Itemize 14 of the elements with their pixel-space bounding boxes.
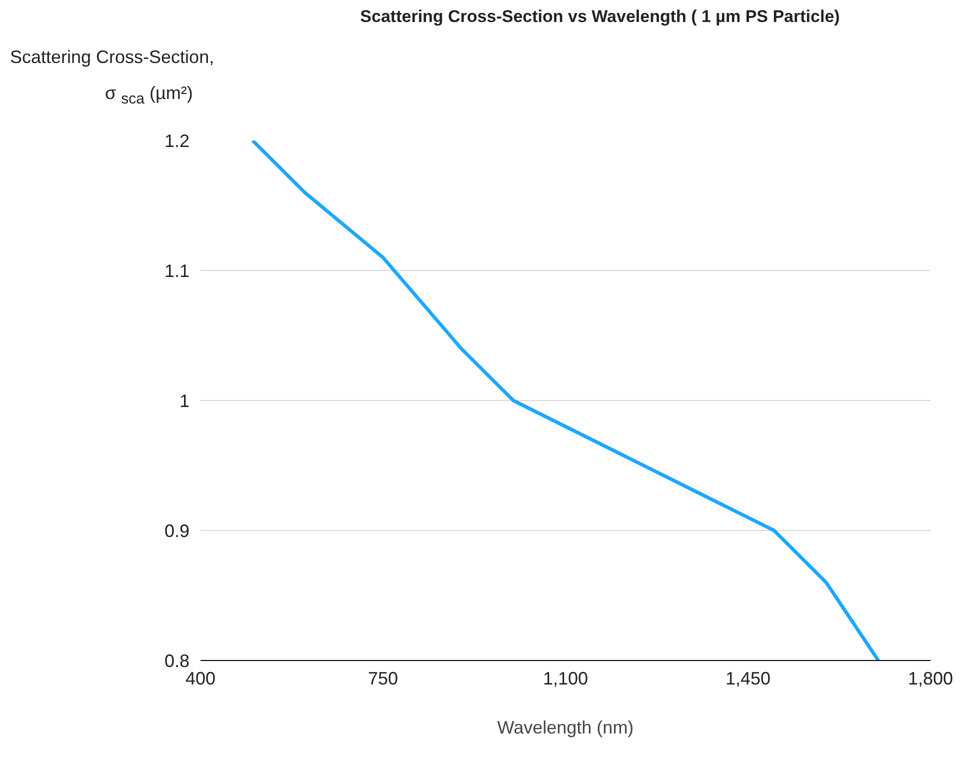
y-tick-label: 1.2 <box>164 130 190 151</box>
x-tick-label: 1,450 <box>725 668 771 688</box>
x-tick-label: 750 <box>368 668 398 688</box>
chart-title: Scattering Cross-Section vs Wavelength ( 1 µm PS Particle) <box>360 6 840 28</box>
line-series <box>250 140 880 660</box>
y-tick-label: 0.9 <box>164 520 190 541</box>
y-axis-title: Scattering Cross-Section, σ $_{sca}$ (µm²) <box>10 46 214 110</box>
y-tick-label: 1 <box>179 390 190 411</box>
x-tick-label: 400 <box>185 668 216 688</box>
x-axis-title: Wavelength (nm) <box>497 717 634 738</box>
x-tick-label: 1,800 <box>908 668 954 688</box>
y-tick-label: 0.8 <box>164 650 190 671</box>
x-tick-label: 1,100 <box>542 668 588 688</box>
y-tick-label: 1.1 <box>164 260 190 281</box>
